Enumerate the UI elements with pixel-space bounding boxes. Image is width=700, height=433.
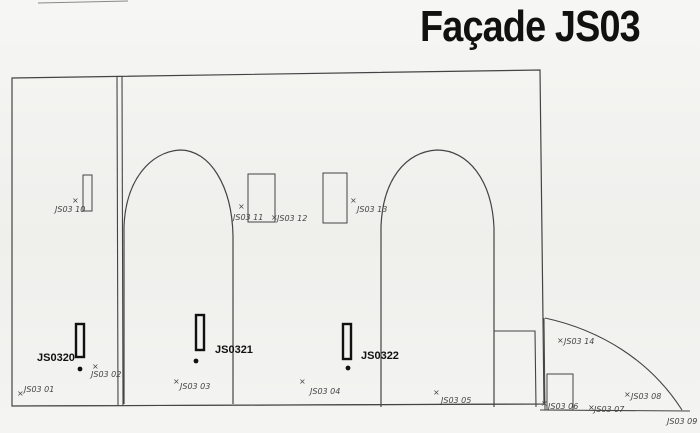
cross-mark: × [588,403,595,412]
point-label-js0313: JS03 13 [355,205,387,214]
point-label-js0302: JS03 02 [89,370,121,379]
window-js0313 [322,172,348,224]
cross-mark: × [238,202,245,211]
sample-label-js0320: JS0320 [37,352,75,364]
point-label-js0306: JS03 06 [546,402,578,411]
point-label-js0304: JS03 04 [308,387,340,396]
left-arch [123,149,234,404]
point-label-js0312: JS03 12 [275,214,307,223]
sample-dot-js0320 [77,366,83,372]
left-pilaster-line-1 [116,75,119,406]
window-js0311 [247,173,276,223]
ground-line [11,403,545,407]
annex-door [546,373,574,411]
annex-wall-line [543,317,546,411]
sample-marker-js0320 [74,322,86,359]
cross-mark: × [350,196,357,205]
point-label-js0309: JS03 09 [665,417,697,426]
sample-label-js0321: JS0321 [215,344,253,356]
sample-marker-js0321 [194,313,206,352]
annex-roof-curve [544,317,683,411]
point-label-js0314: JS03 14 [562,337,594,346]
point-label-js0301: JS03 01 [22,385,54,394]
cross-mark: × [173,377,180,386]
point-label-js0303: JS03 03 [178,382,210,391]
sample-dot-js0322 [345,365,351,371]
point-label-js0310: JS03 10 [53,205,85,214]
cross-mark: × [624,390,631,399]
right-arch [380,149,495,407]
point-label-js0308: JS03 08 [629,392,661,401]
cross-mark: × [541,399,548,408]
cross-mark: × [92,362,99,371]
door-right [494,330,537,408]
point-label-js0311: JS03 11 [231,213,263,222]
point-label-js0307: JS03 07 [592,405,625,414]
cross-mark: × [433,388,440,397]
window-small-left [82,174,93,212]
left-pilaster-line-2 [121,75,124,406]
point-label-js0305: JS03 05 [439,396,471,405]
top-left-stroke [37,0,129,4]
sample-marker-js0322 [341,322,353,361]
sample-label-js0322: JS0322 [361,350,399,362]
cross-mark: × [299,377,306,386]
cross-mark: × [17,389,24,398]
cross-mark: × [271,213,278,222]
cross-mark: × [557,336,564,345]
sample-dot-js0321 [193,358,199,364]
facade-outline [11,69,545,407]
page-title: Façade JS03 [420,2,641,51]
cross-mark: × [72,196,79,205]
